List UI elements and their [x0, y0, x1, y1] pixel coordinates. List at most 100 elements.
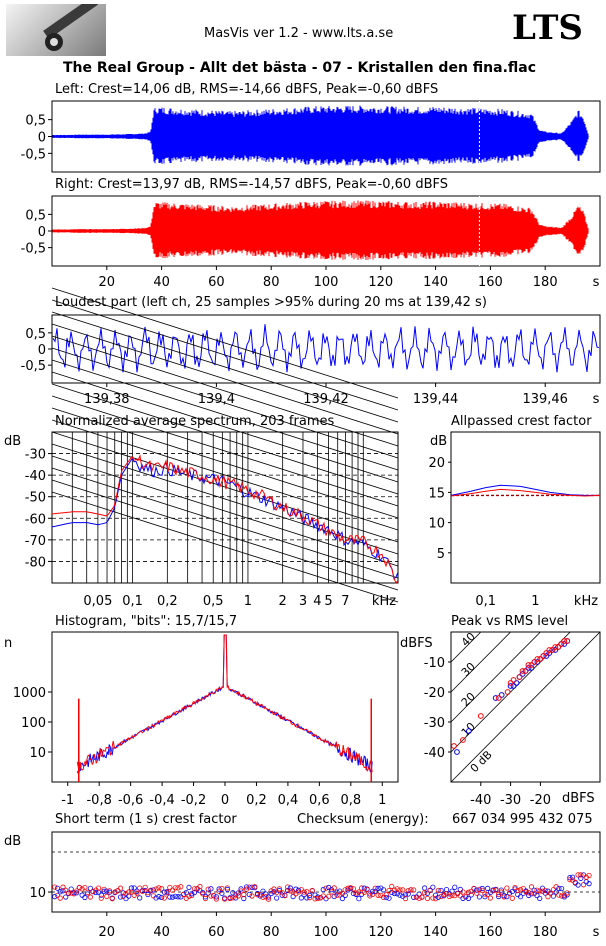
loudest-part-x-tick-label: 139,38 [84, 392, 130, 407]
histogram-y-tick-label: 100 [21, 716, 46, 731]
short-term-crest-point-left [569, 874, 576, 880]
peak-vs-rms-diagonal-label: 40 [459, 630, 478, 649]
loudest-part-title: Loudest part (left ch, 25 samples >95% d… [55, 295, 487, 310]
short-term-crest-point-left [290, 893, 296, 900]
histogram-x-tick-label: -0,8 [86, 793, 111, 808]
short-term-crest-point-right [411, 887, 417, 893]
short-term-crest-point-right [285, 884, 291, 890]
short-term-crest-point-left [575, 882, 581, 888]
peak-rms-xlabel: dBFS [562, 791, 595, 806]
peak-vs-rms-point-right [549, 647, 556, 653]
right-waveform-x-tick-label: 20 [99, 275, 116, 290]
lts-logo-text: LTS [512, 8, 583, 48]
short-term-crest-point-right [219, 885, 225, 892]
short-term-crest-x-tick-label: 80 [263, 925, 280, 940]
short-term-crest-point-right [545, 894, 551, 900]
avg-spectrum-x-tick-label: 5 [324, 594, 332, 609]
short-term-crest-point-right [526, 890, 532, 896]
right-waveform-x-tick-label: 120 [368, 275, 393, 290]
peak-vs-rms-diagonal [450, 631, 511, 693]
short-term-crest-point-left [369, 888, 376, 894]
short-term-crest-point-left [485, 885, 491, 892]
short-term-crest-point-right [575, 872, 581, 878]
short-term-crest-point-left [504, 894, 510, 900]
short-term-crest-point-left [411, 894, 417, 900]
short-term-crest-point-left [246, 891, 252, 898]
peak-vs-rms-point-right [555, 644, 562, 650]
short-term-crest-point-right [463, 894, 469, 900]
peak-vs-rms-point-left [507, 683, 514, 689]
loudest-part-y-tick-label: 0 [38, 343, 46, 358]
short-term-crest-point-left [479, 885, 485, 892]
short-term-crest-point-right [323, 885, 329, 891]
short-term-crest-point-right [224, 885, 230, 891]
short-term-crest-point-left [134, 888, 140, 894]
peak-vs-rms-point-left [513, 680, 520, 686]
peak-vs-rms-y-tick-label: -40 [424, 746, 445, 761]
short-term-crest-point-left [556, 885, 562, 892]
short-term-crest-point-right [400, 887, 406, 893]
peak-vs-rms-y-tick-label: -30 [424, 716, 445, 731]
short-term-crest-point-right [87, 894, 93, 900]
short-term-crest-point-right [235, 893, 241, 899]
histogram-x-tick-label: -1 [61, 793, 74, 808]
peak-vs-rms-x-tick-label: -30 [500, 793, 521, 808]
short-term-crest-point-left [191, 889, 198, 896]
short-term-crest-point-right [328, 889, 335, 895]
avg-spectrum-slope-line [51, 467, 399, 579]
short-term-crest-point-right [117, 885, 124, 891]
short-term-crest-point-right [348, 885, 354, 891]
file-title: The Real Group - Allt det bästa - 07 - K… [63, 60, 537, 76]
short-term-crest-point-right [304, 889, 310, 895]
peak-vs-rms-point-left [546, 650, 553, 656]
right-waveform-y-tick-label: 0,5 [25, 208, 46, 223]
short-term-crest-point-left [334, 889, 340, 895]
peak-vs-rms-point-right [546, 647, 553, 653]
short-term-crest-point-right [287, 888, 293, 894]
short-term-crest-point-right [274, 889, 280, 895]
short-term-crest-point-left [101, 888, 107, 894]
peak-vs-rms-frame [450, 631, 601, 783]
loudest-part-x-tick-label: 139,46 [522, 392, 568, 407]
short-term-crest-point-left [189, 891, 195, 897]
short-term-crest-point-right [402, 896, 409, 902]
histogram-series-right [76, 634, 373, 774]
allpassed-crest-y-tick-label: 20 [428, 456, 445, 471]
peak-vs-rms-point-right [561, 638, 568, 644]
short-term-crest-point-right [517, 887, 524, 893]
short-term-crest-point-right [260, 894, 266, 900]
short-term-crest-point-right [98, 895, 104, 901]
histogram-y-tick-label: 10 [29, 746, 46, 761]
peak-vs-rms-point-right [564, 638, 571, 644]
short-term-crest-point-right [115, 888, 121, 894]
short-term-crest-point-left [498, 887, 504, 893]
right-waveform-x-tick-label: 80 [263, 275, 280, 290]
short-term-crest-point-left [257, 893, 263, 899]
short-term-crest-x-tick-label: 20 [99, 925, 116, 940]
short-term-crest-point-left [63, 894, 69, 900]
short-term-crest-point-left [559, 885, 565, 892]
peak-vs-rms-point-right [495, 695, 502, 701]
histogram-x-tick-label: -0,4 [149, 793, 174, 808]
short-term-crest-point-right [391, 887, 398, 893]
histogram-x-tick-label: 0 [221, 793, 229, 808]
short-term-crest-point-right [76, 885, 83, 891]
avg-spectrum-y-tick-label: -50 [25, 491, 46, 506]
right-waveform-y-tick-label: 0 [38, 225, 46, 240]
short-term-crest-point-right [301, 889, 307, 895]
short-term-crest-point-left [293, 886, 299, 892]
peak-vs-rms-point-left [465, 728, 472, 734]
short-term-crest-x-tick-label: 160 [478, 925, 503, 940]
short-term-crest-point-left [339, 895, 346, 902]
short-term-crest-point-right [359, 885, 365, 891]
short-term-crest-point-right [85, 889, 91, 895]
short-term-crest-x-tick-label: 120 [368, 925, 393, 940]
histogram-x-tick-label: -0,6 [118, 793, 143, 808]
short-term-crest-point-right [432, 896, 439, 902]
short-term-crest-point-left [465, 895, 472, 901]
avg-spectrum-slope-line [51, 371, 399, 483]
short-term-crest-point-right [479, 887, 485, 893]
peak-vs-rms-point-right [558, 641, 565, 647]
short-term-crest-point-right [498, 889, 504, 895]
peak-vs-rms-diagonal-label: 0 dB [468, 748, 495, 775]
